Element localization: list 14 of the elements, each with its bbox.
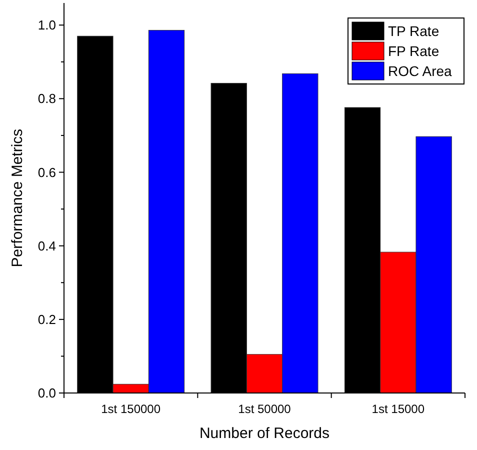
y-axis-title: Performance Metrics	[9, 128, 26, 268]
legend-label: TP Rate	[388, 22, 440, 39]
y-tick-label: 0.4	[38, 238, 56, 254]
x-tick-label: 1st 50000	[238, 402, 292, 416]
x-tick-label: 1st 150000	[101, 402, 161, 416]
y-tick-label: 0.6	[38, 164, 56, 180]
y-tick-label: 0.2	[38, 312, 56, 327]
x-axis-title: Number of Records	[199, 425, 330, 442]
legend-label: FP Rate	[388, 42, 440, 59]
y-tick-label: 0.8	[38, 91, 56, 106]
x-tick-label: 1st 15000	[372, 402, 425, 416]
y-tick-label: 1.0	[38, 18, 56, 33]
legend-label: ROC Area	[388, 62, 452, 79]
y-tick-label: 0.0	[38, 386, 56, 401]
